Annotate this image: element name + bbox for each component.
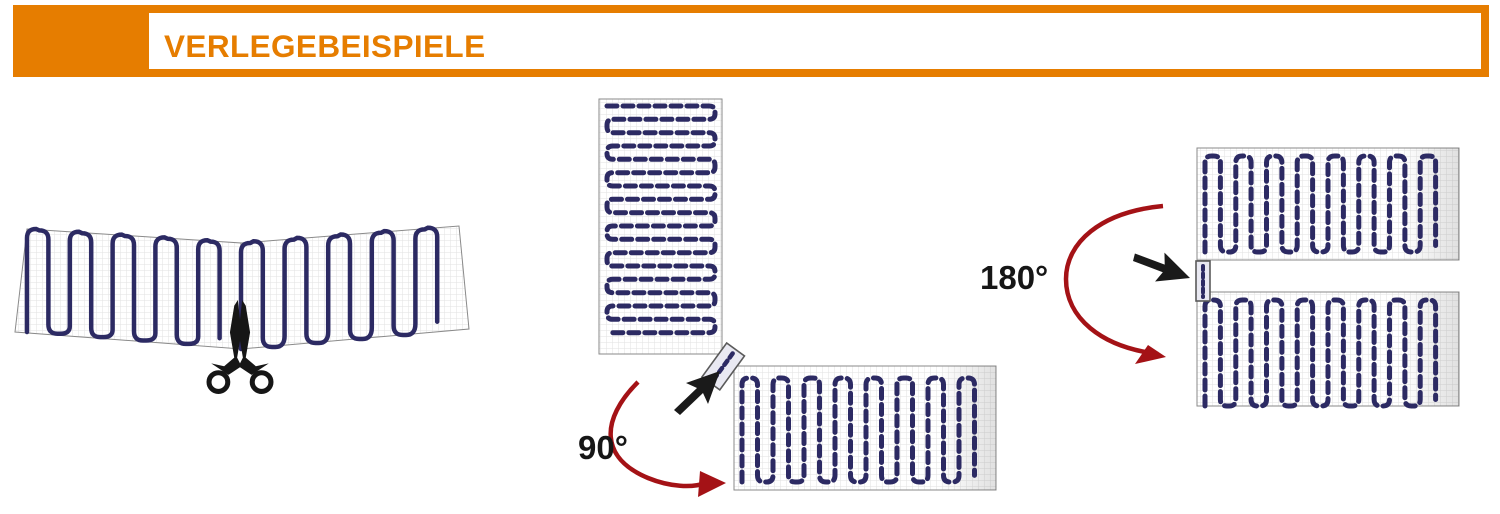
svg-text:180°: 180° xyxy=(980,259,1048,296)
svg-text:90°: 90° xyxy=(578,429,628,466)
